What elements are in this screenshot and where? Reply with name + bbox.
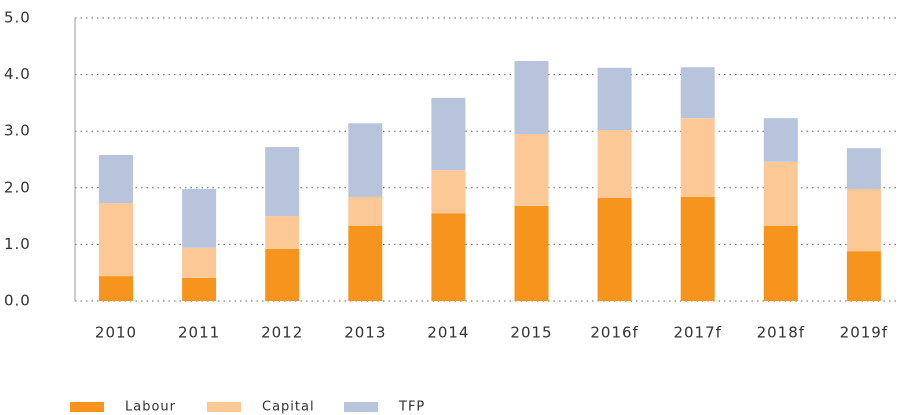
bar-segment [514, 134, 549, 206]
x-tick-label: 2010 [95, 324, 137, 342]
x-tick-label: 2014 [427, 324, 469, 342]
bar-segment [348, 225, 383, 301]
bar-segment [431, 170, 466, 214]
legend-swatch [344, 402, 378, 412]
x-tick-label: 2017f [673, 324, 721, 342]
legend-label: Capital [262, 400, 315, 415]
bar-segment [99, 154, 133, 204]
y-tick-label: 2.0 [4, 178, 31, 196]
bar-segment [597, 197, 632, 301]
bar-segment [597, 67, 632, 131]
bar-segment [182, 188, 217, 248]
y-tick-label: 3.0 [4, 122, 31, 140]
x-tick-label: 2015 [510, 324, 552, 342]
bar-segment [265, 216, 300, 249]
legend-swatch [70, 402, 104, 412]
bar-segment [763, 118, 798, 162]
y-tick-label: 5.0 [4, 9, 31, 27]
legend-label: TFP [398, 400, 425, 415]
bar-segment [846, 251, 881, 301]
bar-segment [348, 123, 383, 197]
x-tick-label: 2013 [344, 324, 386, 342]
bar-segment [431, 97, 466, 171]
x-tick-label: 2016f [590, 324, 638, 342]
bar-segment [846, 188, 881, 252]
bar-segment [680, 67, 715, 119]
bar-segment [597, 130, 632, 198]
x-tick-label: 2019f [840, 324, 888, 342]
bar-segment [99, 276, 133, 301]
y-tick-label: 4.0 [4, 65, 31, 83]
bar-segment [99, 203, 133, 277]
bar-segment [431, 213, 466, 301]
bar-segment [514, 61, 549, 135]
bar-segment [182, 247, 217, 278]
bar-segment [846, 148, 881, 189]
bar-segment [514, 205, 549, 301]
x-tick-label: 2011 [178, 324, 220, 342]
y-tick-label: 0.0 [4, 292, 31, 310]
bar-segment [348, 196, 383, 226]
legend-label: Labour [125, 400, 176, 415]
legend-swatch [207, 402, 241, 412]
bar-segment [680, 196, 715, 301]
bar-segment [265, 147, 300, 217]
bar-segment [763, 161, 798, 226]
x-tick-label: 2018f [757, 324, 805, 342]
bar-segment [182, 277, 217, 301]
y-tick-label: 1.0 [4, 235, 31, 253]
bar-segment [763, 225, 798, 301]
bar-segment [265, 248, 300, 301]
bar-segment [680, 118, 715, 197]
x-tick-label: 2012 [261, 324, 303, 342]
